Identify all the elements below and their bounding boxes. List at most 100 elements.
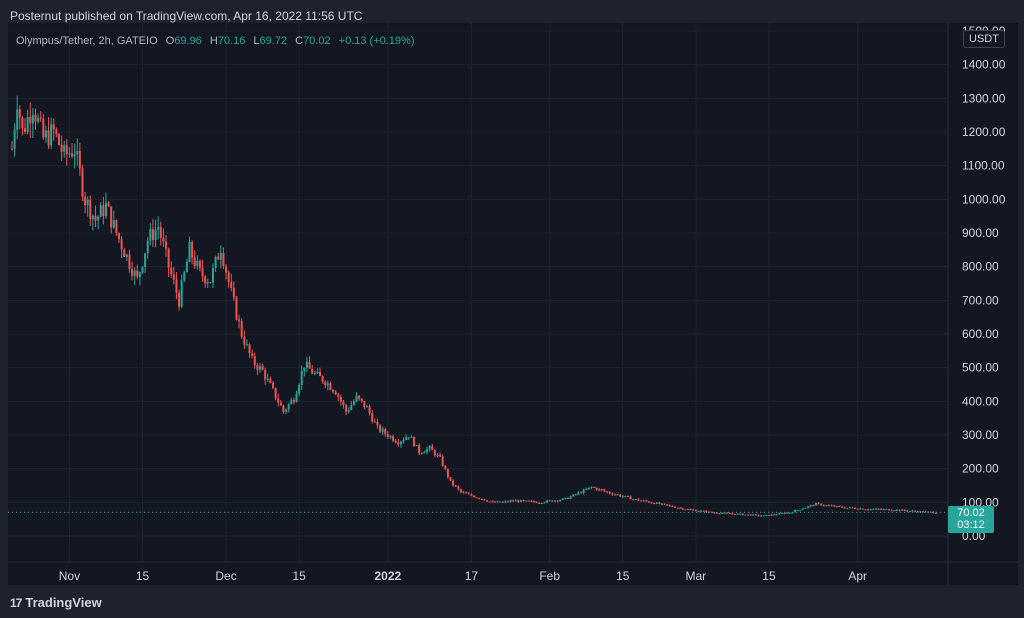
candle-body bbox=[655, 502, 658, 504]
candle-body bbox=[569, 496, 572, 499]
y-tick-label: 1400.00 bbox=[962, 58, 1006, 72]
high-label: H bbox=[209, 35, 218, 47]
candle-body bbox=[81, 168, 84, 197]
candle-body bbox=[919, 511, 922, 513]
candle-body bbox=[577, 492, 580, 495]
candle-body bbox=[872, 509, 875, 511]
candle-body bbox=[110, 206, 113, 228]
y-tick-label: 1300.00 bbox=[962, 91, 1006, 105]
y-tick-label: 600.00 bbox=[962, 327, 999, 341]
candle-body bbox=[613, 494, 616, 496]
candle-body bbox=[151, 229, 154, 240]
candle-body bbox=[277, 398, 280, 403]
candle-body bbox=[138, 272, 141, 277]
x-tick-label: Mar bbox=[686, 569, 707, 583]
candle-body bbox=[480, 498, 483, 500]
y-tick-label: 1100.00 bbox=[962, 159, 1005, 173]
candle-body bbox=[193, 257, 196, 267]
candle-body bbox=[84, 196, 87, 206]
candle-body bbox=[465, 492, 468, 494]
candle-body bbox=[514, 500, 517, 502]
candle-body bbox=[566, 497, 569, 499]
candle-body bbox=[131, 268, 134, 277]
candle-body bbox=[627, 495, 629, 497]
candle-body bbox=[227, 272, 230, 282]
candle-body bbox=[86, 199, 89, 206]
candle-body bbox=[136, 270, 139, 277]
candle-body bbox=[21, 117, 24, 129]
currency-badge[interactable]: USDT bbox=[963, 30, 1005, 48]
candle-body bbox=[52, 124, 55, 130]
x-tick-label: 15 bbox=[292, 569, 306, 583]
candle-body bbox=[339, 397, 342, 402]
chart-pane[interactable] bbox=[8, 23, 1018, 585]
candle-body bbox=[397, 442, 400, 445]
candle-body bbox=[238, 319, 241, 322]
candle-body bbox=[885, 509, 888, 511]
candle-body bbox=[230, 281, 233, 288]
tradingview-footer[interactable]: 17 TradingView bbox=[10, 595, 102, 610]
candle-body bbox=[201, 268, 204, 277]
candle-body bbox=[159, 227, 162, 238]
candle-body bbox=[371, 413, 374, 422]
candle-body bbox=[452, 480, 455, 486]
candle-body bbox=[825, 505, 828, 507]
candle-body bbox=[198, 260, 201, 269]
candle-body bbox=[68, 153, 71, 155]
candle-body bbox=[415, 444, 418, 447]
candle-body bbox=[292, 400, 295, 403]
candle-body bbox=[804, 507, 807, 509]
candle-body bbox=[326, 383, 329, 386]
candle-body bbox=[681, 508, 684, 510]
candle-body bbox=[851, 507, 854, 509]
candle-body bbox=[209, 282, 212, 284]
candle-body bbox=[470, 494, 473, 496]
candle-body bbox=[796, 509, 799, 511]
candle-body bbox=[60, 144, 63, 152]
candle-body bbox=[799, 509, 802, 511]
candle-body bbox=[689, 509, 692, 511]
low-label: L bbox=[253, 35, 260, 47]
candle-body bbox=[582, 489, 585, 493]
x-tick-label: 17 bbox=[465, 569, 479, 583]
candle-body bbox=[418, 444, 421, 454]
candle-body bbox=[687, 509, 690, 511]
candle-body bbox=[274, 387, 277, 399]
candle-body bbox=[726, 512, 729, 514]
candle-body bbox=[256, 365, 259, 370]
candle-body bbox=[684, 509, 687, 511]
candle-body bbox=[901, 509, 904, 511]
candle-body bbox=[191, 241, 194, 258]
candle-body bbox=[775, 514, 778, 516]
candle-body bbox=[222, 252, 225, 267]
candle-body bbox=[859, 508, 862, 510]
candle-body bbox=[261, 366, 264, 370]
candle-body bbox=[102, 205, 105, 217]
candle-body bbox=[462, 492, 465, 494]
candle-body bbox=[864, 509, 867, 511]
candle-body bbox=[172, 274, 175, 280]
candle-body bbox=[854, 507, 857, 509]
candle-body bbox=[697, 511, 700, 513]
candle-body bbox=[916, 511, 919, 513]
candle-body bbox=[814, 503, 817, 506]
bar-countdown: 03:12 bbox=[957, 519, 985, 531]
candle-body bbox=[600, 489, 603, 491]
candle-body bbox=[449, 477, 452, 481]
candle-body bbox=[822, 505, 825, 507]
candle-body bbox=[34, 114, 37, 122]
candle-body bbox=[365, 406, 368, 408]
candle-body bbox=[606, 491, 609, 493]
candle-body bbox=[593, 486, 596, 488]
candle-body bbox=[389, 436, 392, 438]
candle-body bbox=[446, 469, 449, 478]
candle-body bbox=[728, 513, 731, 515]
candle-body bbox=[671, 505, 674, 507]
candle-body bbox=[765, 514, 768, 516]
candle-body bbox=[394, 440, 397, 443]
candle-body bbox=[94, 215, 97, 221]
high-value: 70.16 bbox=[217, 35, 246, 47]
candle-body bbox=[91, 215, 94, 220]
candle-body bbox=[287, 404, 290, 410]
